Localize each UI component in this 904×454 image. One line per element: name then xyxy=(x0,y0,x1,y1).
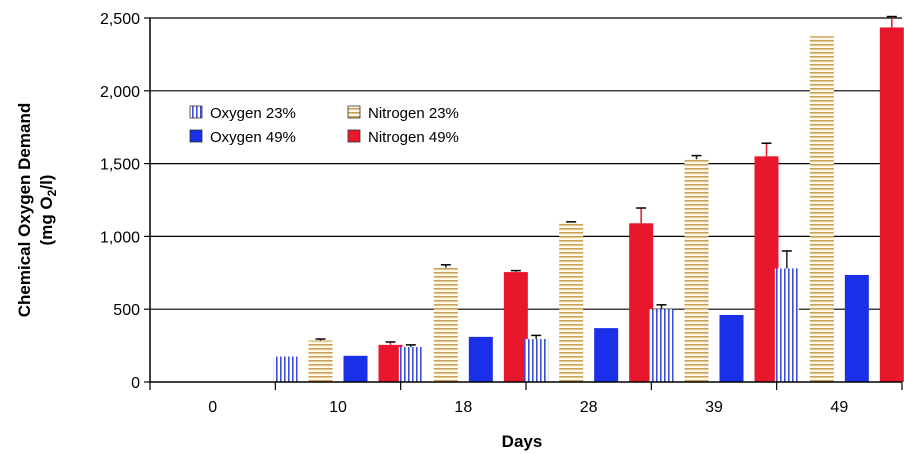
bar-nitrogen-23-day-49 xyxy=(809,36,834,382)
bar-nitrogen-49-day-39 xyxy=(754,156,779,382)
legend-label-nitrogen-49: Nitrogen 49% xyxy=(368,129,459,146)
x-tick-label-39: 39 xyxy=(705,399,723,416)
bar-oxygen-49-day-28 xyxy=(594,328,619,382)
x-tick-label-49: 49 xyxy=(830,399,848,416)
x-tick-label-28: 28 xyxy=(580,399,598,416)
y-tick-labels: 0 500 1,000 1,500 2,000 2,500 xyxy=(100,11,140,392)
legend-swatch-oxygen-49 xyxy=(189,129,203,143)
y-tick-label-5: 2,500 xyxy=(100,11,140,28)
y-tick-label-3: 1,500 xyxy=(100,157,140,174)
bar-oxygen-49-day-49 xyxy=(844,274,869,382)
gridlines xyxy=(150,17,902,310)
y-axis-title: Chemical Oxygen Demand xyxy=(15,103,34,317)
legend-label-oxygen-23: Oxygen 23% xyxy=(210,105,296,122)
bar-nitrogen-23-day-39 xyxy=(684,159,709,382)
y-axis-unit-subscript: 2 xyxy=(45,189,59,196)
error-bars xyxy=(315,15,897,348)
bar-oxygen-49-day-10 xyxy=(343,355,368,382)
bar-nitrogen-23-day-28 xyxy=(559,222,584,382)
x-tick-label-10: 10 xyxy=(329,399,347,416)
x-axis-title: Days xyxy=(502,432,543,451)
bar-nitrogen-23-day-18 xyxy=(433,267,458,382)
legend: Oxygen 23% Nitrogen 23% Oxygen 49% Nitrogen… xyxy=(189,105,459,146)
axes xyxy=(144,17,903,390)
x-tick-label-18: 18 xyxy=(454,399,472,416)
bar-nitrogen-49-day-49 xyxy=(879,27,904,383)
bar-oxygen-23-day-39 xyxy=(649,309,674,382)
y-tick-label-4: 2,000 xyxy=(100,84,140,101)
y-tick-label-0: 0 xyxy=(131,375,140,392)
y-axis-unit-prefix: (mg O xyxy=(37,196,56,245)
legend-swatch-nitrogen-49 xyxy=(347,129,361,143)
bar-oxygen-23-day-49 xyxy=(774,268,799,382)
bar-nitrogen-49-day-10 xyxy=(378,344,403,382)
bar-oxygen-49-day-39 xyxy=(719,315,744,382)
y-tick-label-1: 500 xyxy=(113,302,140,319)
bar-oxygen-23-day-28 xyxy=(524,339,549,382)
legend-swatch-oxygen-23 xyxy=(189,105,203,119)
bar-nitrogen-23-day-10 xyxy=(308,340,333,382)
bar-oxygen-23-day-18 xyxy=(398,347,423,382)
legend-label-nitrogen-23: Nitrogen 23% xyxy=(368,105,459,122)
bar-nitrogen-49-day-28 xyxy=(629,223,654,382)
bars xyxy=(273,27,904,383)
y-axis-unit-suffix: /l) xyxy=(37,175,56,190)
x-tick-label-0: 0 xyxy=(208,399,217,416)
bar-oxygen-23-day-10 xyxy=(273,356,298,382)
legend-label-oxygen-49: Oxygen 49% xyxy=(210,129,296,146)
bar-nitrogen-49-day-18 xyxy=(503,272,528,382)
y-axis-title-unit: (mg O2/l) xyxy=(37,175,59,246)
bar-oxygen-49-day-18 xyxy=(468,336,493,382)
legend-swatch-nitrogen-23 xyxy=(347,105,361,119)
x-tick-labels: 0 10 18 28 39 49 xyxy=(208,399,848,416)
y-tick-label-2: 1,000 xyxy=(100,229,140,246)
